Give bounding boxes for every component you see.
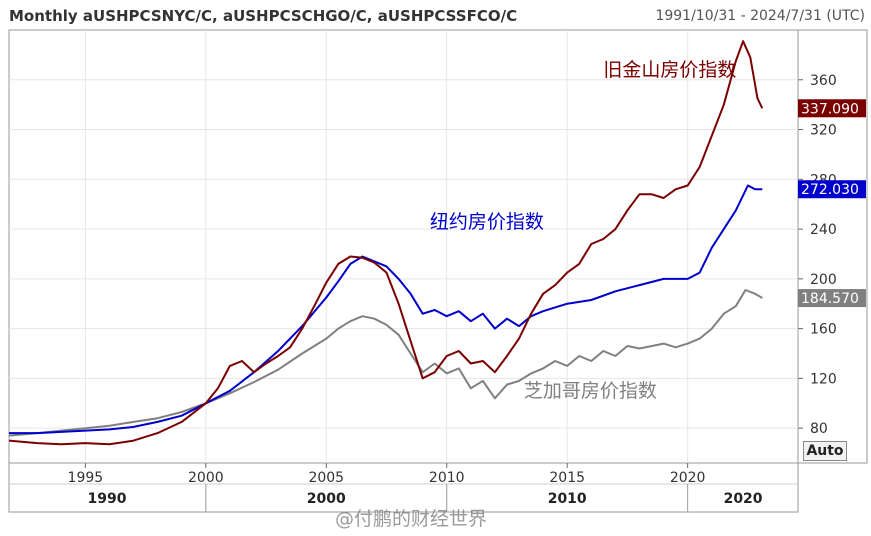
x-axis-panel [8, 462, 799, 513]
y-tick-label: 120 [810, 371, 837, 387]
last-value-tag-text: 337.090 [801, 101, 859, 117]
chart-title: Monthly aUSHPCSNYC/C, aUSHPCSCHGO/C, aUS… [9, 7, 518, 25]
watermark: @付鹏的财经世界 [335, 508, 488, 530]
decade-label: 1990 [88, 491, 127, 507]
last-value-tag-bg [798, 289, 866, 308]
y-tick-label: 240 [810, 222, 837, 238]
x-tick-label: 2015 [549, 470, 585, 486]
annotation-chicago: 芝加哥房价指数 [524, 380, 657, 402]
last-value-tag-bg [798, 99, 866, 118]
last-value-tag-sf: 337.090 [798, 99, 866, 118]
chart-header: Monthly aUSHPCSNYC/C, aUSHPCSCHGO/C, aUS… [0, 0, 871, 30]
plot-area [8, 29, 799, 464]
last-value-tag-text: 184.570 [801, 291, 859, 307]
y-tick-label: 360 [810, 73, 837, 89]
auto-scale-button[interactable]: Auto [803, 441, 847, 461]
y-tick-label: 80 [810, 421, 828, 437]
last-value-tag-text: 272.030 [801, 182, 859, 198]
x-tick-label: 2000 [188, 470, 224, 486]
last-value-tag-ny: 272.030 [798, 180, 866, 199]
decade-label: 2010 [548, 491, 587, 507]
series-line-sf [8, 40, 764, 446]
x-tick-label: 2020 [670, 470, 706, 486]
x-tick-label: 2005 [308, 470, 344, 486]
series-line-ny [9, 184, 763, 435]
y-tick-label: 320 [810, 123, 837, 139]
decade-label: 2020 [724, 491, 763, 507]
last-value-tag-chicago: 184.570 [798, 289, 866, 308]
last-value-tag-bg [798, 180, 866, 199]
x-tick-label: 2010 [429, 470, 465, 486]
y-tick-label: 200 [810, 272, 837, 288]
y-axis-panel [797, 29, 868, 464]
date-range: 1991/10/31 - 2024/7/31 (UTC) [655, 8, 865, 24]
annotation-ny: 纽约房价指数 [430, 211, 544, 233]
annotation-sf: 旧金山房价指数 [603, 59, 736, 81]
decade-label: 2000 [307, 491, 346, 507]
x-tick-label: 1995 [68, 470, 104, 486]
y-tick-label: 160 [810, 322, 837, 338]
